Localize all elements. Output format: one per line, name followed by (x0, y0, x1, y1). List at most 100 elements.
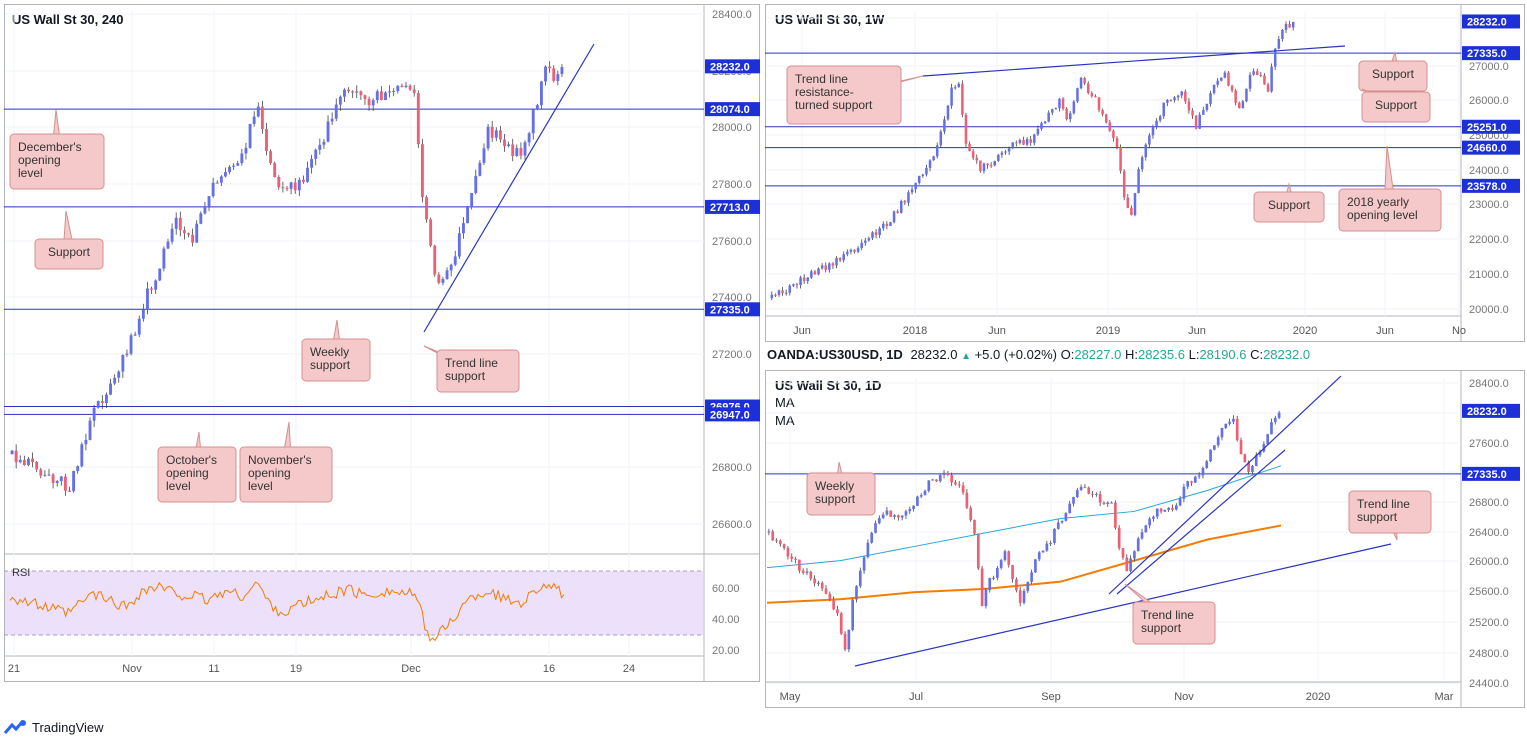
callout-fill (1360, 62, 1426, 90)
candle-body (384, 92, 387, 101)
candle-body (1213, 445, 1216, 450)
candle-body (1083, 486, 1087, 488)
candle-body (1259, 75, 1263, 77)
candle-body (289, 182, 293, 189)
symbol-name[interactable]: OANDA:US30USD, 1D (767, 347, 903, 362)
h4-chart[interactable]: US Wall St 30, 240 28400.028200.028000.0… (4, 4, 760, 682)
d1-chart-title: US Wall St 30, 1D (775, 378, 881, 393)
candle-body (47, 474, 51, 476)
candle-body (853, 249, 856, 252)
candle-body (864, 240, 867, 243)
candle-body (1076, 88, 1079, 102)
candle-body (371, 100, 375, 106)
candle-body (154, 280, 158, 290)
candle-body (72, 470, 76, 492)
candle-body (973, 519, 976, 534)
candle-body (269, 151, 273, 164)
h4-time-axis[interactable]: 21 Nov 11 19 Dec 16 24 (8, 10, 635, 675)
level-price-label-bg (1462, 178, 1520, 193)
footer-brand[interactable]: TradingView (4, 718, 104, 736)
candle-body (877, 518, 881, 524)
candle-body (1054, 108, 1058, 110)
callout-fill (1255, 193, 1323, 221)
candle-body (1079, 486, 1083, 490)
candle-body (293, 182, 297, 191)
candle-body (59, 476, 63, 482)
level-price-label-bg (705, 302, 760, 317)
callout-text-line: Support (1372, 67, 1415, 81)
close-value: 28232.0 (1263, 347, 1311, 362)
callout-text: Support (1372, 67, 1415, 81)
candle-body (133, 334, 137, 336)
candle-body (1137, 169, 1140, 194)
candle-body (1234, 90, 1237, 103)
y-tick-label: 24400.0 (1469, 678, 1509, 690)
candle-body (367, 98, 371, 106)
level-price-label: 24660.0 (1467, 143, 1507, 155)
candle-body (39, 469, 43, 476)
callout-text: Trend line resistance-turned support (795, 72, 873, 112)
y-tick-label: 24800.0 (1469, 648, 1509, 660)
candle-body (63, 476, 67, 491)
candle-body (498, 130, 502, 140)
y-tick-label: 25200.0 (1469, 617, 1509, 629)
rsi-tick-label: 60.00 (712, 583, 740, 595)
candle-body (851, 599, 854, 630)
candle-body (1106, 502, 1110, 505)
candle-body (968, 143, 971, 152)
candle-body (1270, 66, 1273, 92)
candle-body (893, 515, 896, 517)
candle-body (858, 570, 862, 587)
candle-body (556, 74, 560, 81)
candle-body (1086, 83, 1090, 94)
y-tick-label: 26800.0 (1469, 497, 1509, 509)
candle-body (527, 133, 531, 143)
d1-trend-line-steep[interactable] (1108, 375, 1342, 595)
candle-body (277, 177, 281, 188)
callout-text: Support (48, 245, 91, 259)
callout-text-line: opening (248, 466, 291, 480)
callout-fill (241, 448, 331, 501)
h4-trend-line[interactable] (423, 43, 595, 333)
candle-body (301, 179, 305, 182)
x-tick-label: Jun (988, 325, 1006, 337)
d1-chart[interactable]: US Wall St 30, 1D MA MA 28400.028000.027… (765, 370, 1525, 708)
candle-body (1036, 128, 1040, 135)
candle-body (838, 257, 842, 261)
d1-price-axis[interactable]: 28400.028000.027600.027200.026800.026400… (766, 378, 1509, 690)
close-label: C: (1250, 347, 1264, 362)
candle-body (1198, 114, 1201, 129)
level-price-label: 23578.0 (1467, 181, 1507, 193)
candle-body (931, 479, 934, 481)
candle-body (908, 508, 912, 512)
candle-body (10, 450, 14, 455)
candle-body (835, 257, 838, 266)
last-price-label-text: 28232.0 (1467, 16, 1507, 28)
y-tick-label: 28000.0 (712, 122, 752, 134)
w1-trend-line[interactable] (922, 45, 1346, 77)
candle-body (802, 277, 806, 282)
candle-body (1248, 74, 1252, 89)
candle-body (544, 66, 547, 82)
candle-body (961, 485, 965, 493)
callout-text: Weekly support (815, 479, 856, 506)
candle-body (1205, 103, 1209, 111)
candle-body (794, 558, 797, 560)
candle-body (856, 248, 860, 252)
candle-body (892, 211, 896, 223)
d1-trend-line-steep-b[interactable] (1116, 449, 1286, 595)
callout-text-line: level (18, 166, 43, 180)
w1-chart-frame (765, 4, 1525, 342)
candle-body (1104, 114, 1108, 123)
candle-body (954, 482, 957, 485)
rsi-label: RSI (12, 567, 30, 579)
candle-body (1151, 126, 1155, 136)
candle-body (207, 196, 211, 207)
w1-chart[interactable]: US Wall St 30, 1W 28000.027000.026000.02… (765, 4, 1525, 342)
candle-body (989, 165, 993, 167)
candle-body (1235, 418, 1239, 441)
d1-trend-line-long[interactable] (854, 543, 1392, 667)
y-tick-label: 20000.0 (1469, 304, 1509, 316)
callout-text: November's opening level (248, 453, 312, 493)
candle-body (474, 175, 478, 194)
